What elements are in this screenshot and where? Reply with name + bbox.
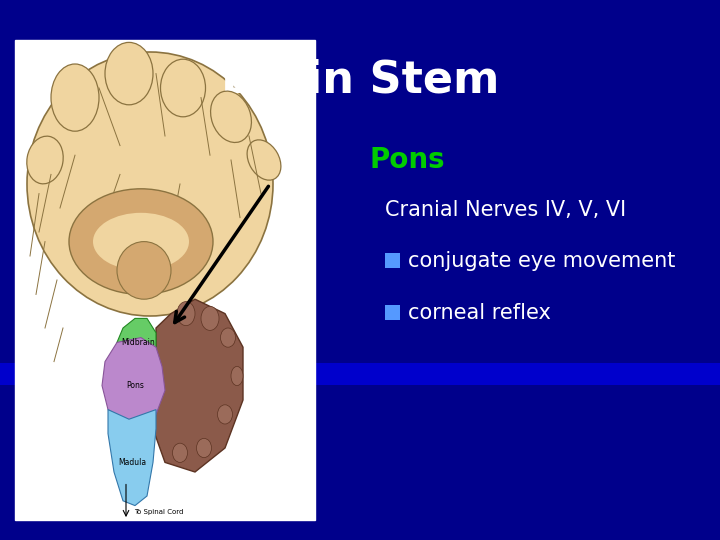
Ellipse shape <box>93 213 189 271</box>
Ellipse shape <box>197 438 212 457</box>
Text: conjugate eye movement: conjugate eye movement <box>408 251 675 271</box>
Ellipse shape <box>210 91 251 143</box>
FancyBboxPatch shape <box>385 305 400 320</box>
Ellipse shape <box>201 306 219 330</box>
Polygon shape <box>102 338 165 424</box>
Ellipse shape <box>27 52 273 316</box>
Ellipse shape <box>27 136 63 184</box>
Text: Pons: Pons <box>126 381 144 390</box>
Text: Madula: Madula <box>118 458 146 467</box>
Ellipse shape <box>69 189 213 294</box>
Text: To Spinal Cord: To Spinal Cord <box>135 509 184 515</box>
Polygon shape <box>153 299 243 472</box>
Text: Pons: Pons <box>370 146 446 174</box>
Ellipse shape <box>117 241 171 299</box>
Ellipse shape <box>217 405 233 424</box>
Ellipse shape <box>231 367 243 386</box>
Ellipse shape <box>177 302 195 326</box>
FancyBboxPatch shape <box>15 40 315 520</box>
Ellipse shape <box>51 64 99 131</box>
Ellipse shape <box>220 328 235 347</box>
FancyBboxPatch shape <box>0 363 720 385</box>
FancyBboxPatch shape <box>385 253 400 268</box>
Text: Brain Stem: Brain Stem <box>221 58 499 102</box>
Polygon shape <box>108 410 156 505</box>
Ellipse shape <box>161 59 205 117</box>
Ellipse shape <box>247 140 281 180</box>
Text: Cranial Nerves IV, V, VI: Cranial Nerves IV, V, VI <box>385 200 626 220</box>
Ellipse shape <box>105 43 153 105</box>
Text: Midbrain: Midbrain <box>121 338 155 347</box>
Polygon shape <box>117 319 156 362</box>
Ellipse shape <box>173 443 187 462</box>
Text: corneal reflex: corneal reflex <box>408 303 551 323</box>
